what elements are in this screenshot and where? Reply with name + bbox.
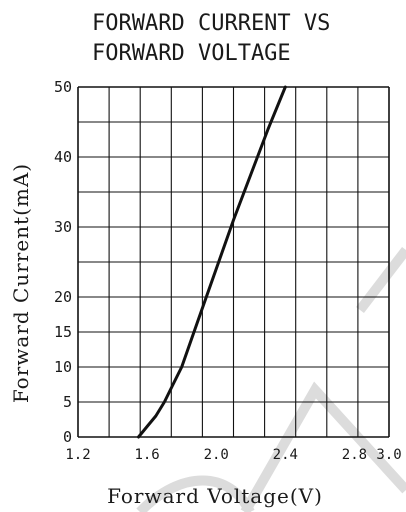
y-tick-label: 50: [54, 78, 72, 96]
chart-title-line-2: FORWARD VOLTAGE: [92, 41, 291, 66]
x-tick-label: 3.0: [376, 447, 401, 463]
x-tick-label: 2.8: [342, 447, 367, 463]
x-tick-label: 2.0: [204, 447, 229, 463]
y-tick-label: 20: [54, 288, 72, 306]
y-axis-label: Forward Current(mA): [9, 163, 33, 403]
x-tick-label: 2.4: [273, 447, 298, 463]
y-tick-labels: 0 5 10 15 20 30 40 50: [54, 78, 72, 446]
x-tick-label: 1.6: [134, 447, 159, 463]
x-axis-label: Forward Voltage(V): [107, 484, 323, 508]
y-tick-label: 30: [54, 218, 72, 236]
x-tick-label: 1.2: [65, 447, 90, 463]
y-tick-label: 10: [54, 358, 72, 376]
watermark: [136, 246, 406, 512]
y-tick-label: 0: [63, 428, 72, 446]
y-tick-label: 5: [63, 393, 72, 411]
y-tick-label: 40: [54, 148, 72, 166]
series-line: [137, 85, 287, 439]
chart-title-line-1: FORWARD CURRENT VS: [92, 11, 330, 36]
y-tick-label: 15: [54, 323, 72, 341]
x-tick-labels: 1.2 1.6 2.0 2.4 2.8 3.0: [65, 447, 401, 463]
series-layer: [137, 85, 287, 439]
plot-grid: [77, 86, 390, 438]
